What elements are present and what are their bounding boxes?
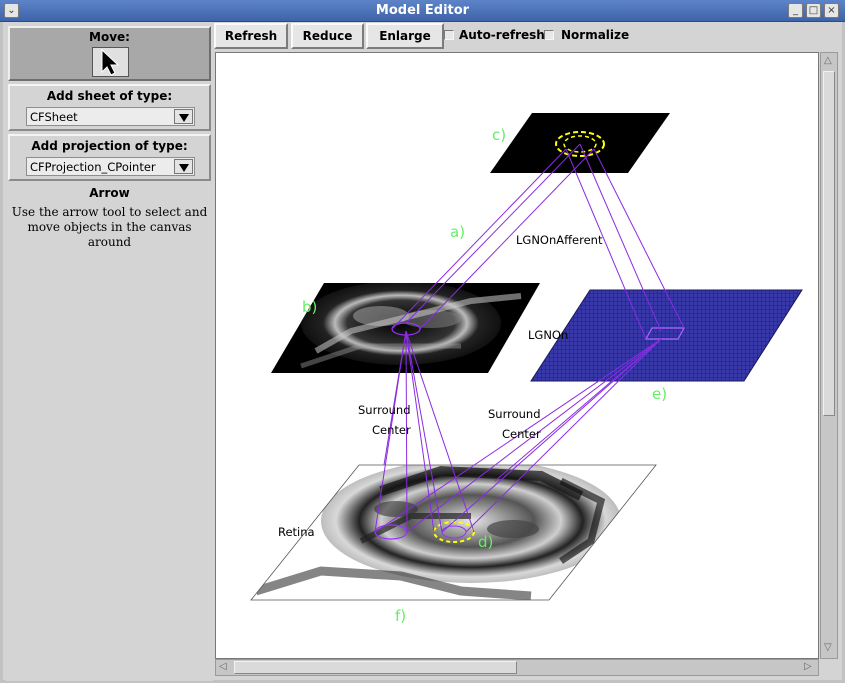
sheet-c-cf [563,135,597,153]
annotation-e: e) [652,385,667,403]
chevron-down-icon[interactable] [174,159,193,174]
model-canvas[interactable]: LGNOnAfferent LGNOn Surround Center Surr… [215,52,819,659]
normalize-label: Normalize [561,28,630,42]
horizontal-scroll-thumb[interactable] [234,661,517,674]
vertical-scrollbar[interactable]: △ ▽ [820,52,838,659]
annotation-b: b) [302,298,317,316]
annotation-a: a) [450,223,465,241]
label-lgnonafferent: LGNOnAfferent [516,233,603,247]
tool-description: Use the arrow tool to select and move ob… [11,205,208,249]
sheet-type-value: CFSheet [30,110,78,124]
close-icon[interactable]: × [824,3,839,18]
auto-refresh-checkbox[interactable] [444,30,454,40]
horizontal-scrollbar[interactable]: ◁ ▷ [215,659,819,676]
annotation-d: d) [478,533,493,551]
minimize-icon[interactable]: _ [788,3,803,18]
sheet-b[interactable] [271,281,541,373]
chevron-down-icon[interactable] [174,109,193,124]
label-surround-left: Surround [358,403,411,417]
projection-type-select[interactable]: CFProjection_CPointer [26,157,195,176]
title-bar: ⌄ Model Editor _ □ × [0,0,845,22]
enlarge-button[interactable]: Enlarge [366,23,444,49]
annotation-f: f) [395,607,406,625]
tool-panel: Move: Add sheet of type: CFSheet Add pro… [6,26,213,681]
reduce-button[interactable]: Reduce [291,23,364,49]
normalize-checkbox[interactable] [544,30,554,40]
label-center-left: Center [372,423,411,437]
auto-refresh-label: Auto-refresh [459,28,545,42]
scroll-left-icon[interactable]: ◁ [219,661,227,672]
add-sheet-label: Add sheet of type: [46,89,173,103]
model-diagram: LGNOnAfferent LGNOn Surround Center Surr… [250,113,803,625]
sheet-e-cf [644,327,686,340]
label-surround-right: Surround [488,407,541,421]
sheet-c[interactable] [490,113,670,173]
sheet-type-select[interactable]: CFSheet [26,107,195,126]
refresh-button[interactable]: Refresh [214,23,288,49]
maximize-icon[interactable]: □ [806,3,821,18]
move-tool-button[interactable] [92,47,129,77]
scroll-right-icon[interactable]: ▷ [804,661,812,672]
projection-lines [374,143,685,533]
add-sheet-box: Add sheet of type: CFSheet [8,84,211,131]
window-menu-icon[interactable]: ⌄ [4,3,19,18]
toolbar: Refresh Reduce Enlarge Auto-refresh Norm… [214,23,840,49]
label-center-right: Center [502,427,541,441]
add-projection-box: Add projection of type: CFProjection_CPo… [8,134,211,181]
move-label: Move: [89,30,130,44]
tool-title: Arrow [89,186,130,200]
add-projection-label: Add projection of type: [31,139,188,153]
annotation-c: c) [492,126,506,144]
move-tool-box: Move: [8,26,211,81]
sheet-c-highlight [555,131,605,157]
window-title: Model Editor [375,3,470,18]
scroll-up-icon[interactable]: △ [824,55,832,66]
label-lgnon: LGNOn [528,328,568,342]
sheet-e[interactable] [530,289,803,382]
arrow-cursor-icon [101,48,120,76]
label-retina: Retina [278,525,315,539]
scroll-down-icon[interactable]: ▽ [824,642,832,653]
projection-type-value: CFProjection_CPointer [30,160,156,174]
vertical-scroll-thumb[interactable] [823,71,835,416]
